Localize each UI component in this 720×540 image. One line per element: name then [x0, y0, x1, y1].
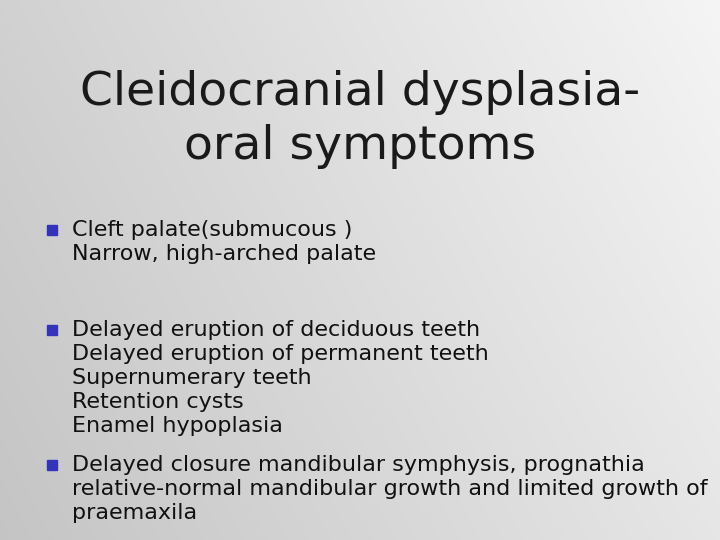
- Text: Enamel hypoplasia: Enamel hypoplasia: [72, 416, 283, 436]
- Text: Supernumerary teeth: Supernumerary teeth: [72, 368, 312, 388]
- Text: relative-normal mandibular growth and limited growth of: relative-normal mandibular growth and li…: [72, 479, 708, 499]
- Text: Delayed eruption of permanent teeth: Delayed eruption of permanent teeth: [72, 344, 489, 364]
- Text: Cleidocranial dysplasia-
oral symptoms: Cleidocranial dysplasia- oral symptoms: [80, 70, 640, 168]
- Text: Retention cysts: Retention cysts: [72, 392, 244, 412]
- Text: Cleft palate(submucous ): Cleft palate(submucous ): [72, 220, 352, 240]
- Text: praemaxila: praemaxila: [72, 503, 197, 523]
- Text: Delayed eruption of deciduous teeth: Delayed eruption of deciduous teeth: [72, 320, 480, 340]
- Text: Narrow, high-arched palate: Narrow, high-arched palate: [72, 244, 376, 264]
- Text: Delayed closure mandibular symphysis, prognathia: Delayed closure mandibular symphysis, pr…: [72, 455, 644, 475]
